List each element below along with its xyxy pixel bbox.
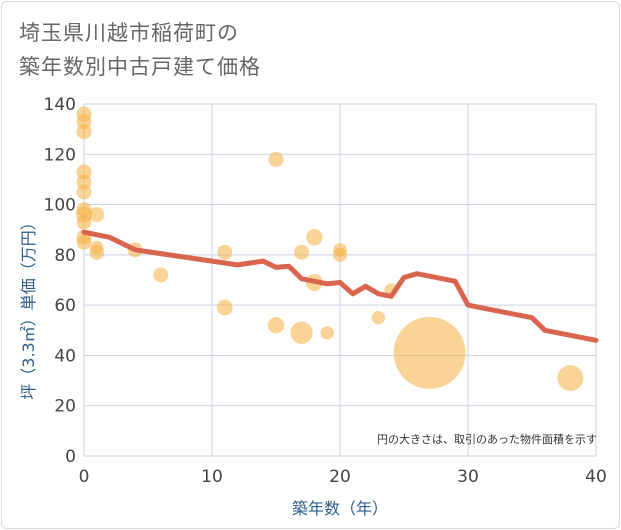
- bubble-point: [557, 365, 584, 392]
- bubbles: [75, 106, 584, 392]
- bubble-point: [393, 316, 466, 389]
- chart-title-line-1: 埼玉県川越市稲荷町の: [19, 21, 239, 45]
- x-tick-label: 20: [329, 467, 351, 487]
- bubble-point: [76, 214, 92, 230]
- chart-title-line-2: 築年数別中古戸建て価格: [19, 55, 261, 79]
- y-tick-label: 0: [65, 447, 76, 467]
- bubble-size-note: 円の大きさは、取引のあった物件面積を示す: [377, 432, 597, 446]
- x-tick-label: 40: [585, 467, 607, 487]
- tick-labels: 0 10 20 30 40 0 20 40 60 80 100 120 140: [44, 95, 607, 487]
- y-tick-label: 20: [54, 397, 76, 417]
- bubble-point: [76, 184, 92, 200]
- bubble-point: [294, 244, 310, 260]
- bubble-point: [371, 311, 386, 325]
- y-tick-label: 100: [44, 196, 76, 216]
- y-tick-label: 120: [44, 145, 76, 165]
- x-axis-label: 築年数（年）: [292, 499, 388, 518]
- bubble-point: [332, 247, 348, 262]
- bubble-point: [89, 244, 105, 260]
- bubble-point: [76, 124, 92, 140]
- y-tick-label: 80: [54, 246, 76, 266]
- y-tick-label: 40: [54, 346, 76, 366]
- bubble-point: [306, 229, 323, 246]
- trend-line-group: [81, 229, 599, 343]
- bubble-point: [290, 321, 313, 344]
- x-tick-label: 0: [79, 467, 90, 487]
- bubble-point: [217, 244, 233, 260]
- bubble-point: [216, 299, 233, 316]
- bubble-point: [89, 207, 105, 223]
- y-tick-label: 60: [54, 296, 76, 316]
- bubble-point: [76, 234, 92, 250]
- grid: [83, 103, 597, 457]
- trend-line: [81, 229, 599, 343]
- y-tick-label: 140: [44, 95, 76, 115]
- y-axis-label: 坪（3.3㎡）単価（万円）: [19, 214, 38, 399]
- bubble-point: [153, 267, 169, 283]
- bubble-point: [320, 326, 334, 340]
- x-tick-label: 30: [457, 467, 479, 487]
- bubble-point: [268, 151, 284, 167]
- chart-title: 埼玉県川越市稲荷町の 築年数別中古戸建て価格: [19, 16, 261, 84]
- bubble-point: [267, 317, 285, 334]
- x-tick-label: 10: [201, 467, 223, 487]
